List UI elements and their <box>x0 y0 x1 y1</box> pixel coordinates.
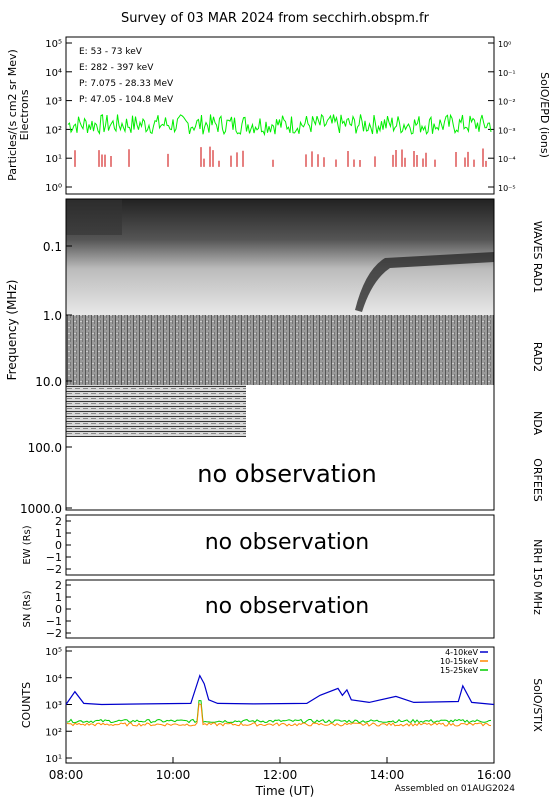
x-tick-label: 14:00 <box>370 768 405 782</box>
rs-ytick-label: −2 <box>46 627 62 640</box>
nda-spectrogram <box>66 385 246 437</box>
stix-legend-4-10: 4-10keV <box>445 648 478 657</box>
sn-no-observation: no observation <box>205 594 370 619</box>
epd-panel: 10⁰ 10¹ 10² 10³ 10⁴ 10⁵ 10⁻⁵ 10⁻⁴ 10⁻³ 10⁻² 10⁻¹ 10… <box>6 36 550 195</box>
rs-ytick-label: 1 <box>55 527 62 540</box>
freq-ytick-label: 0.1 <box>43 240 62 254</box>
no-observation-label: no observation <box>197 460 376 488</box>
rad1-burst <box>355 252 494 312</box>
stix-ytick-label: 10³ <box>45 701 62 712</box>
stix-ytick-label: 10⁵ <box>45 647 62 658</box>
rs-ytick-label: −1 <box>46 551 62 564</box>
x-tick-label: 16:00 <box>477 768 512 782</box>
stix-right-label: SolO/STIX <box>531 678 544 732</box>
epd-y2tick-label: 10⁻¹ <box>498 69 516 78</box>
epd-ylabel: Particles/(s cm2 sr Mev) <box>6 49 19 181</box>
epd-y2tick-label: 10⁻³ <box>498 126 516 135</box>
sn-ylabel: SN (Rs) <box>22 590 33 627</box>
stix-legend-10-15: 10-15keV <box>440 657 479 666</box>
freq-ytick-label: 10.0 <box>35 375 62 389</box>
spectrogram-frame <box>65 198 495 511</box>
epd-frame <box>65 36 495 195</box>
ew-ylabel: EW (Rs) <box>22 525 33 564</box>
epd-series-e-high <box>74 146 487 167</box>
legend-p-low: P: 7.075 - 28.33 MeV <box>79 79 174 89</box>
rad1-label: WAVES RAD1 <box>531 221 544 293</box>
stix-ylabel: COUNTS <box>20 682 33 728</box>
stix-ytick-label: 10⁴ <box>45 674 62 685</box>
stix-legend-15-25: 15-25keV <box>440 666 479 675</box>
rs-ytick-label: 2 <box>55 515 62 528</box>
stix-series-4-10 <box>65 674 495 706</box>
rs-ytick-label: −2 <box>46 563 62 576</box>
rs-ytick-label: 0 <box>55 603 62 616</box>
figure-title: Survey of 03 MAR 2024 from secchirh.obsp… <box>121 11 430 26</box>
rs-ytick-label: −1 <box>46 615 62 628</box>
legend-p-high: P: 47.05 - 104.8 MeV <box>79 95 174 105</box>
rs-ytick-label: 0 <box>55 539 62 552</box>
epd-y2tick-label: 10⁻⁴ <box>498 155 516 164</box>
epd-y2tick-label: 10⁻² <box>498 98 516 107</box>
rad2-label: RAD2 <box>531 342 544 372</box>
nrh-ew-panel: 210−1−2 no observation EW (Rs) <box>22 514 495 576</box>
x-tick-label: 10:00 <box>156 768 191 782</box>
epd-ytick-label: 10⁴ <box>45 68 62 79</box>
nrh-sn-panel: 210−1−2 no observation SN (Rs) NRH 150 M… <box>22 539 544 640</box>
epd-y2tick-label: 10⁻⁵ <box>498 184 516 193</box>
frequency-ylabel: Frequency (MHz) <box>5 280 19 381</box>
x-tick-label: 12:00 <box>263 768 298 782</box>
stix-series-10-15 <box>66 703 492 727</box>
stix-panel: 10¹ 10² 10³ 10⁴ 10⁵ 4-10keV 10-15keV 15-25ke… <box>20 646 544 798</box>
legend-e-low: E: 53 - 73 keV <box>79 47 143 57</box>
epd-series-e-low <box>67 113 492 137</box>
rad2-spectrogram <box>66 315 494 385</box>
epd-ytick-label: 10¹ <box>45 154 62 165</box>
orfees-label: ORFEES <box>531 458 544 502</box>
epd-ytick-label: 10² <box>45 125 62 136</box>
nda-label: NDA <box>531 411 544 436</box>
epd-ylabel2: Electrons <box>18 89 31 140</box>
epd-ytick-label: 10⁵ <box>45 39 62 50</box>
epd-ytick-label: 10⁰ <box>45 183 62 194</box>
stix-ytick-label: 10² <box>45 727 62 738</box>
x-axis-label: Time (UT) <box>255 784 315 798</box>
stix-series-15-25 <box>66 699 492 724</box>
stix-frame <box>65 646 495 764</box>
freq-ytick-label: 100.0 <box>28 441 62 455</box>
ew-no-observation: no observation <box>205 530 370 555</box>
nrh-label: NRH 150 MHz <box>531 539 544 615</box>
rs-ytick-label: 2 <box>55 579 62 592</box>
x-tick-label: 08:00 <box>49 768 84 782</box>
spectrogram-panel: 0.1 1.0 10.0 100.0 1000.0 no observation Fre… <box>5 198 544 516</box>
stix-ytick-label: 10¹ <box>45 754 62 765</box>
assembled-note: Assembled on 01AUG2024 <box>395 784 516 794</box>
rs-ytick-label: 1 <box>55 591 62 604</box>
freq-ytick-label: 1.0 <box>43 309 62 323</box>
freq-ytick-label: 1000.0 <box>20 502 62 516</box>
legend-e-high: E: 282 - 397 keV <box>79 63 154 73</box>
rad1-dark-block <box>66 199 122 235</box>
epd-right-label: SolO/EPD (ions) <box>538 72 550 158</box>
epd-ytick-label: 10³ <box>45 97 62 108</box>
epd-y2tick-label: 10⁰ <box>498 40 511 49</box>
